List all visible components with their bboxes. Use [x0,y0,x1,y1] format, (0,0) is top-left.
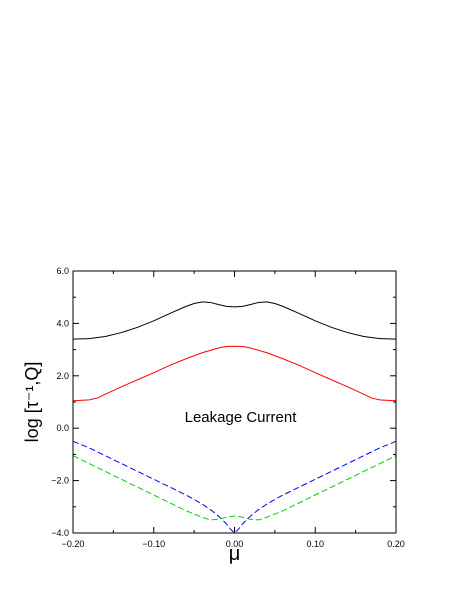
x-tick-label: 0.20 [387,539,405,549]
x-tick-label: 0.10 [306,539,324,549]
y-tick-label: 4.0 [56,318,69,328]
y-tick-label: 0.0 [56,423,69,433]
ticks [72,270,397,534]
y-axis-title: log [τ⁻¹,Q] [22,362,42,443]
series-line-1 [72,301,397,340]
series-line-2 [72,345,397,402]
y-tick-label: 2.0 [56,371,69,381]
series-line-3 [72,440,397,534]
plot-frame [72,270,397,534]
plot-lines [72,301,397,534]
y-tick-label: 6.0 [56,266,69,276]
tick-labels: −0.20 −0.10 0.00 0.10 0.20 −4.0 −2.0 0.0 2.0 4.0 6… [51,266,405,549]
annotation-text: Leakage Current [185,409,298,426]
y-tick-label: −4.0 [51,528,69,538]
x-axis-title: μ [229,543,241,565]
series-line-4 [72,455,397,521]
x-tick-label: −0.20 [62,539,85,549]
x-tick-label: −0.10 [142,539,165,549]
x-tick-label: 0.00 [226,539,244,549]
y-tick-label: −2.0 [51,476,69,486]
